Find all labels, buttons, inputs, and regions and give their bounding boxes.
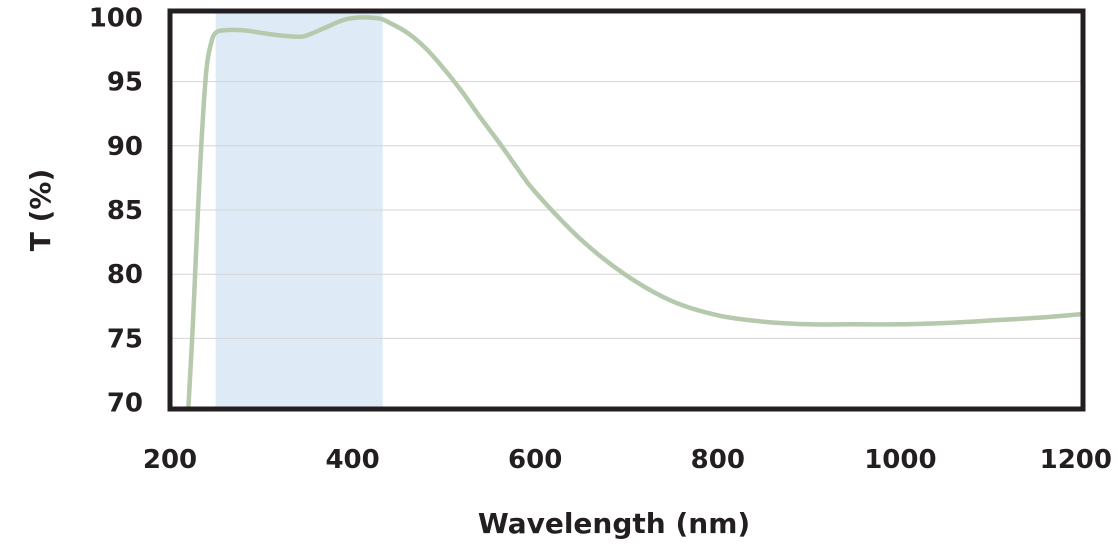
series-layer — [186, 15, 1086, 412]
x-tick-labels: 200 400 600 800 1000 1200 — [143, 445, 1112, 475]
y-tick-label: 80 — [107, 260, 143, 290]
y-tick-label: 75 — [107, 324, 143, 354]
y-tick-label: 85 — [107, 196, 143, 226]
plot-frame — [167, 8, 1086, 412]
transmission-curve — [186, 15, 1086, 412]
y-axis-title: T (%) — [24, 169, 57, 252]
x-tick-label: 400 — [325, 445, 379, 475]
y-tick-label: 70 — [107, 389, 143, 419]
x-tick-label: 800 — [691, 445, 745, 475]
x-tick-label: 1000 — [864, 445, 936, 475]
x-tick-label: 600 — [508, 445, 562, 475]
x-tick-label: 200 — [143, 445, 197, 475]
y-tick-label: 95 — [107, 68, 143, 98]
y-tick-label: 90 — [107, 132, 143, 162]
x-tick-label: 1200 — [1040, 445, 1112, 475]
x-axis-title: Wavelength (nm) — [478, 507, 750, 540]
y-tick-labels: 100 95 90 85 80 75 70 — [89, 3, 143, 418]
y-tick-label: 100 — [89, 3, 143, 33]
